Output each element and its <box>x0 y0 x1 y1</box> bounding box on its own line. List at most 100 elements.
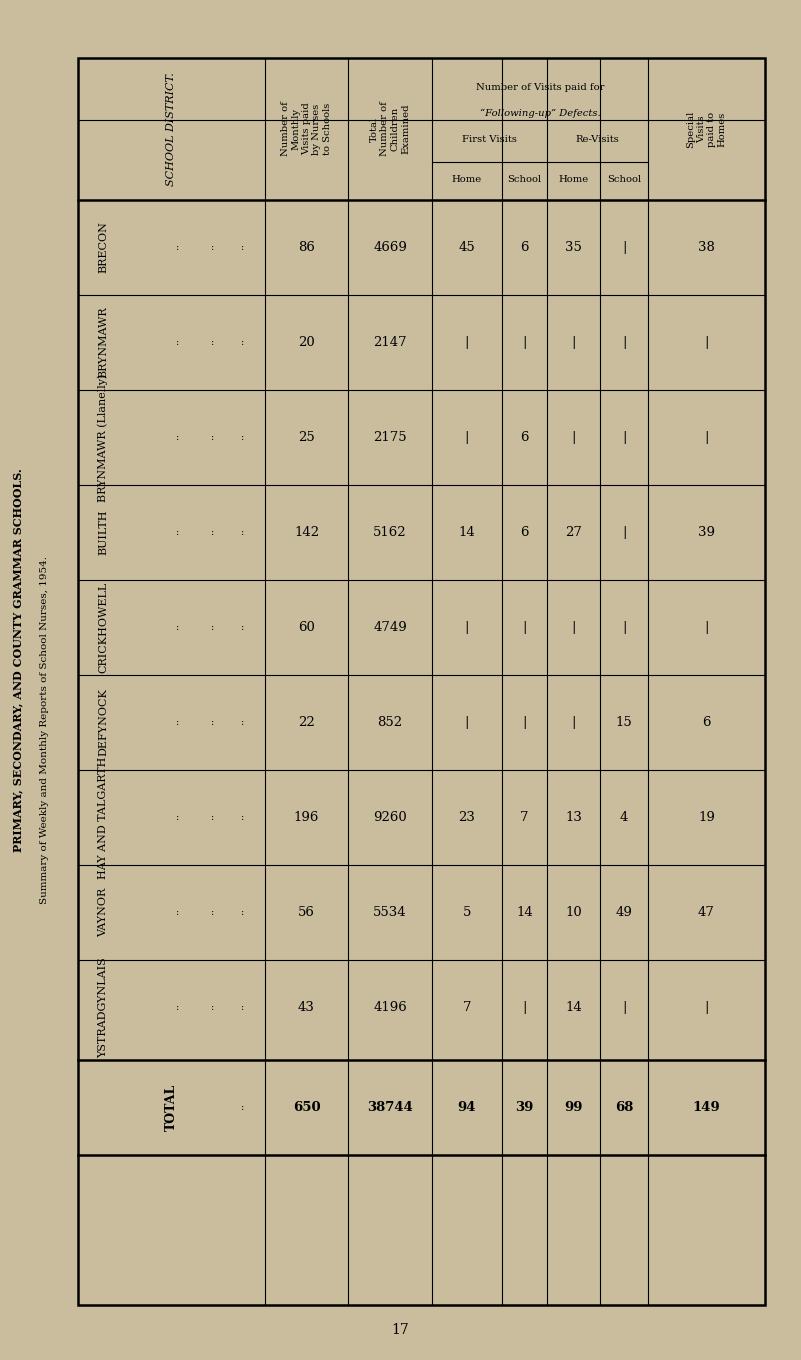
Text: |: | <box>465 431 469 443</box>
Text: |: | <box>522 336 527 350</box>
Text: |: | <box>622 622 626 634</box>
Text: 22: 22 <box>298 715 315 729</box>
Text: 5534: 5534 <box>373 906 407 919</box>
Text: |: | <box>622 431 626 443</box>
Text: DEFYNOCK: DEFYNOCK <box>98 688 108 756</box>
Text: :: : <box>211 528 215 537</box>
Text: Number of Visits paid for: Number of Visits paid for <box>476 83 604 92</box>
Text: |: | <box>571 431 576 443</box>
Text: 5: 5 <box>463 906 471 919</box>
Text: 7: 7 <box>463 1001 471 1015</box>
Text: Total
Number of
Children
Examined: Total Number of Children Examined <box>370 102 410 156</box>
Text: YSTRADGYNLAIS: YSTRADGYNLAIS <box>98 957 108 1058</box>
Text: 10: 10 <box>566 906 582 919</box>
Text: 99: 99 <box>564 1102 583 1114</box>
Text: School: School <box>607 175 641 185</box>
Text: 4: 4 <box>620 811 628 824</box>
Text: Home: Home <box>452 175 482 185</box>
Text: 23: 23 <box>458 811 476 824</box>
Text: :: : <box>241 339 244 347</box>
Text: 17: 17 <box>391 1323 409 1337</box>
Text: “Following-up” Defects.: “Following-up” Defects. <box>480 109 600 118</box>
Text: 2147: 2147 <box>373 336 407 350</box>
Text: :: : <box>241 1004 244 1012</box>
Text: Number of
Monthly
Visits paid
by Nurses
to Schools: Number of Monthly Visits paid by Nurses … <box>281 102 332 156</box>
Text: |: | <box>622 241 626 254</box>
Text: |: | <box>622 526 626 539</box>
Text: BRECON: BRECON <box>98 222 108 273</box>
Text: Summary of Weekly and Monthly Reports of School Nurses, 1954.: Summary of Weekly and Monthly Reports of… <box>41 556 50 904</box>
Text: 27: 27 <box>565 526 582 539</box>
Text: |: | <box>704 431 709 443</box>
Text: |: | <box>522 715 527 729</box>
Text: :: : <box>211 813 215 821</box>
Text: 852: 852 <box>377 715 403 729</box>
Text: BRYNMAWR: BRYNMAWR <box>98 307 108 378</box>
Text: 15: 15 <box>616 715 632 729</box>
Text: 86: 86 <box>298 241 315 254</box>
Text: 4669: 4669 <box>373 241 407 254</box>
Text: VAYNOR: VAYNOR <box>98 888 108 937</box>
Text: School: School <box>508 175 541 185</box>
Text: |: | <box>622 336 626 350</box>
Text: :: : <box>176 908 179 917</box>
Text: 2175: 2175 <box>373 431 407 443</box>
Text: 60: 60 <box>298 622 315 634</box>
Text: 68: 68 <box>615 1102 633 1114</box>
Text: 196: 196 <box>294 811 319 824</box>
Text: 14: 14 <box>516 906 533 919</box>
Text: :: : <box>176 528 179 537</box>
Text: :: : <box>176 432 179 442</box>
Text: 14: 14 <box>459 526 475 539</box>
Text: 7: 7 <box>521 811 529 824</box>
Text: 38744: 38744 <box>367 1102 413 1114</box>
Text: CRICKHOWELL: CRICKHOWELL <box>98 582 108 673</box>
Text: 6: 6 <box>521 241 529 254</box>
Text: 20: 20 <box>298 336 315 350</box>
Text: 9260: 9260 <box>373 811 407 824</box>
Text: :: : <box>241 1103 244 1112</box>
Text: 35: 35 <box>565 241 582 254</box>
Text: 39: 39 <box>698 526 715 539</box>
Text: :: : <box>241 528 244 537</box>
Text: 6: 6 <box>521 431 529 443</box>
Text: :: : <box>176 813 179 821</box>
Text: 45: 45 <box>459 241 475 254</box>
Text: TOTAL: TOTAL <box>165 1084 178 1132</box>
Text: Special
Visits
paid to
Homes: Special Visits paid to Homes <box>686 110 727 148</box>
Text: Home: Home <box>558 175 589 185</box>
Text: 25: 25 <box>298 431 315 443</box>
Text: :: : <box>176 243 179 252</box>
Text: 14: 14 <box>566 1001 582 1015</box>
Text: 6: 6 <box>521 526 529 539</box>
Text: BRYNMAWR (Llanelly): BRYNMAWR (Llanelly) <box>98 373 108 502</box>
Text: |: | <box>571 622 576 634</box>
Text: 19: 19 <box>698 811 715 824</box>
Text: |: | <box>571 715 576 729</box>
Text: HAY AND TALGARTH: HAY AND TALGARTH <box>98 756 108 879</box>
Text: |: | <box>622 1001 626 1015</box>
Text: :: : <box>211 432 215 442</box>
Text: 650: 650 <box>292 1102 320 1114</box>
Text: |: | <box>704 622 709 634</box>
Text: :: : <box>211 339 215 347</box>
Text: :: : <box>211 718 215 728</box>
Text: 43: 43 <box>298 1001 315 1015</box>
Text: 142: 142 <box>294 526 319 539</box>
Text: 5162: 5162 <box>373 526 407 539</box>
Text: |: | <box>465 715 469 729</box>
Text: 49: 49 <box>615 906 633 919</box>
Text: :: : <box>241 813 244 821</box>
Text: :: : <box>176 339 179 347</box>
Text: |: | <box>465 336 469 350</box>
Text: :: : <box>211 908 215 917</box>
Text: |: | <box>704 1001 709 1015</box>
Text: 13: 13 <box>565 811 582 824</box>
Text: :: : <box>176 1004 179 1012</box>
Text: 4196: 4196 <box>373 1001 407 1015</box>
Text: BUILTH: BUILTH <box>98 510 108 555</box>
Text: First Visits: First Visits <box>462 136 517 144</box>
Text: 56: 56 <box>298 906 315 919</box>
Text: :: : <box>241 243 244 252</box>
Text: |: | <box>571 336 576 350</box>
